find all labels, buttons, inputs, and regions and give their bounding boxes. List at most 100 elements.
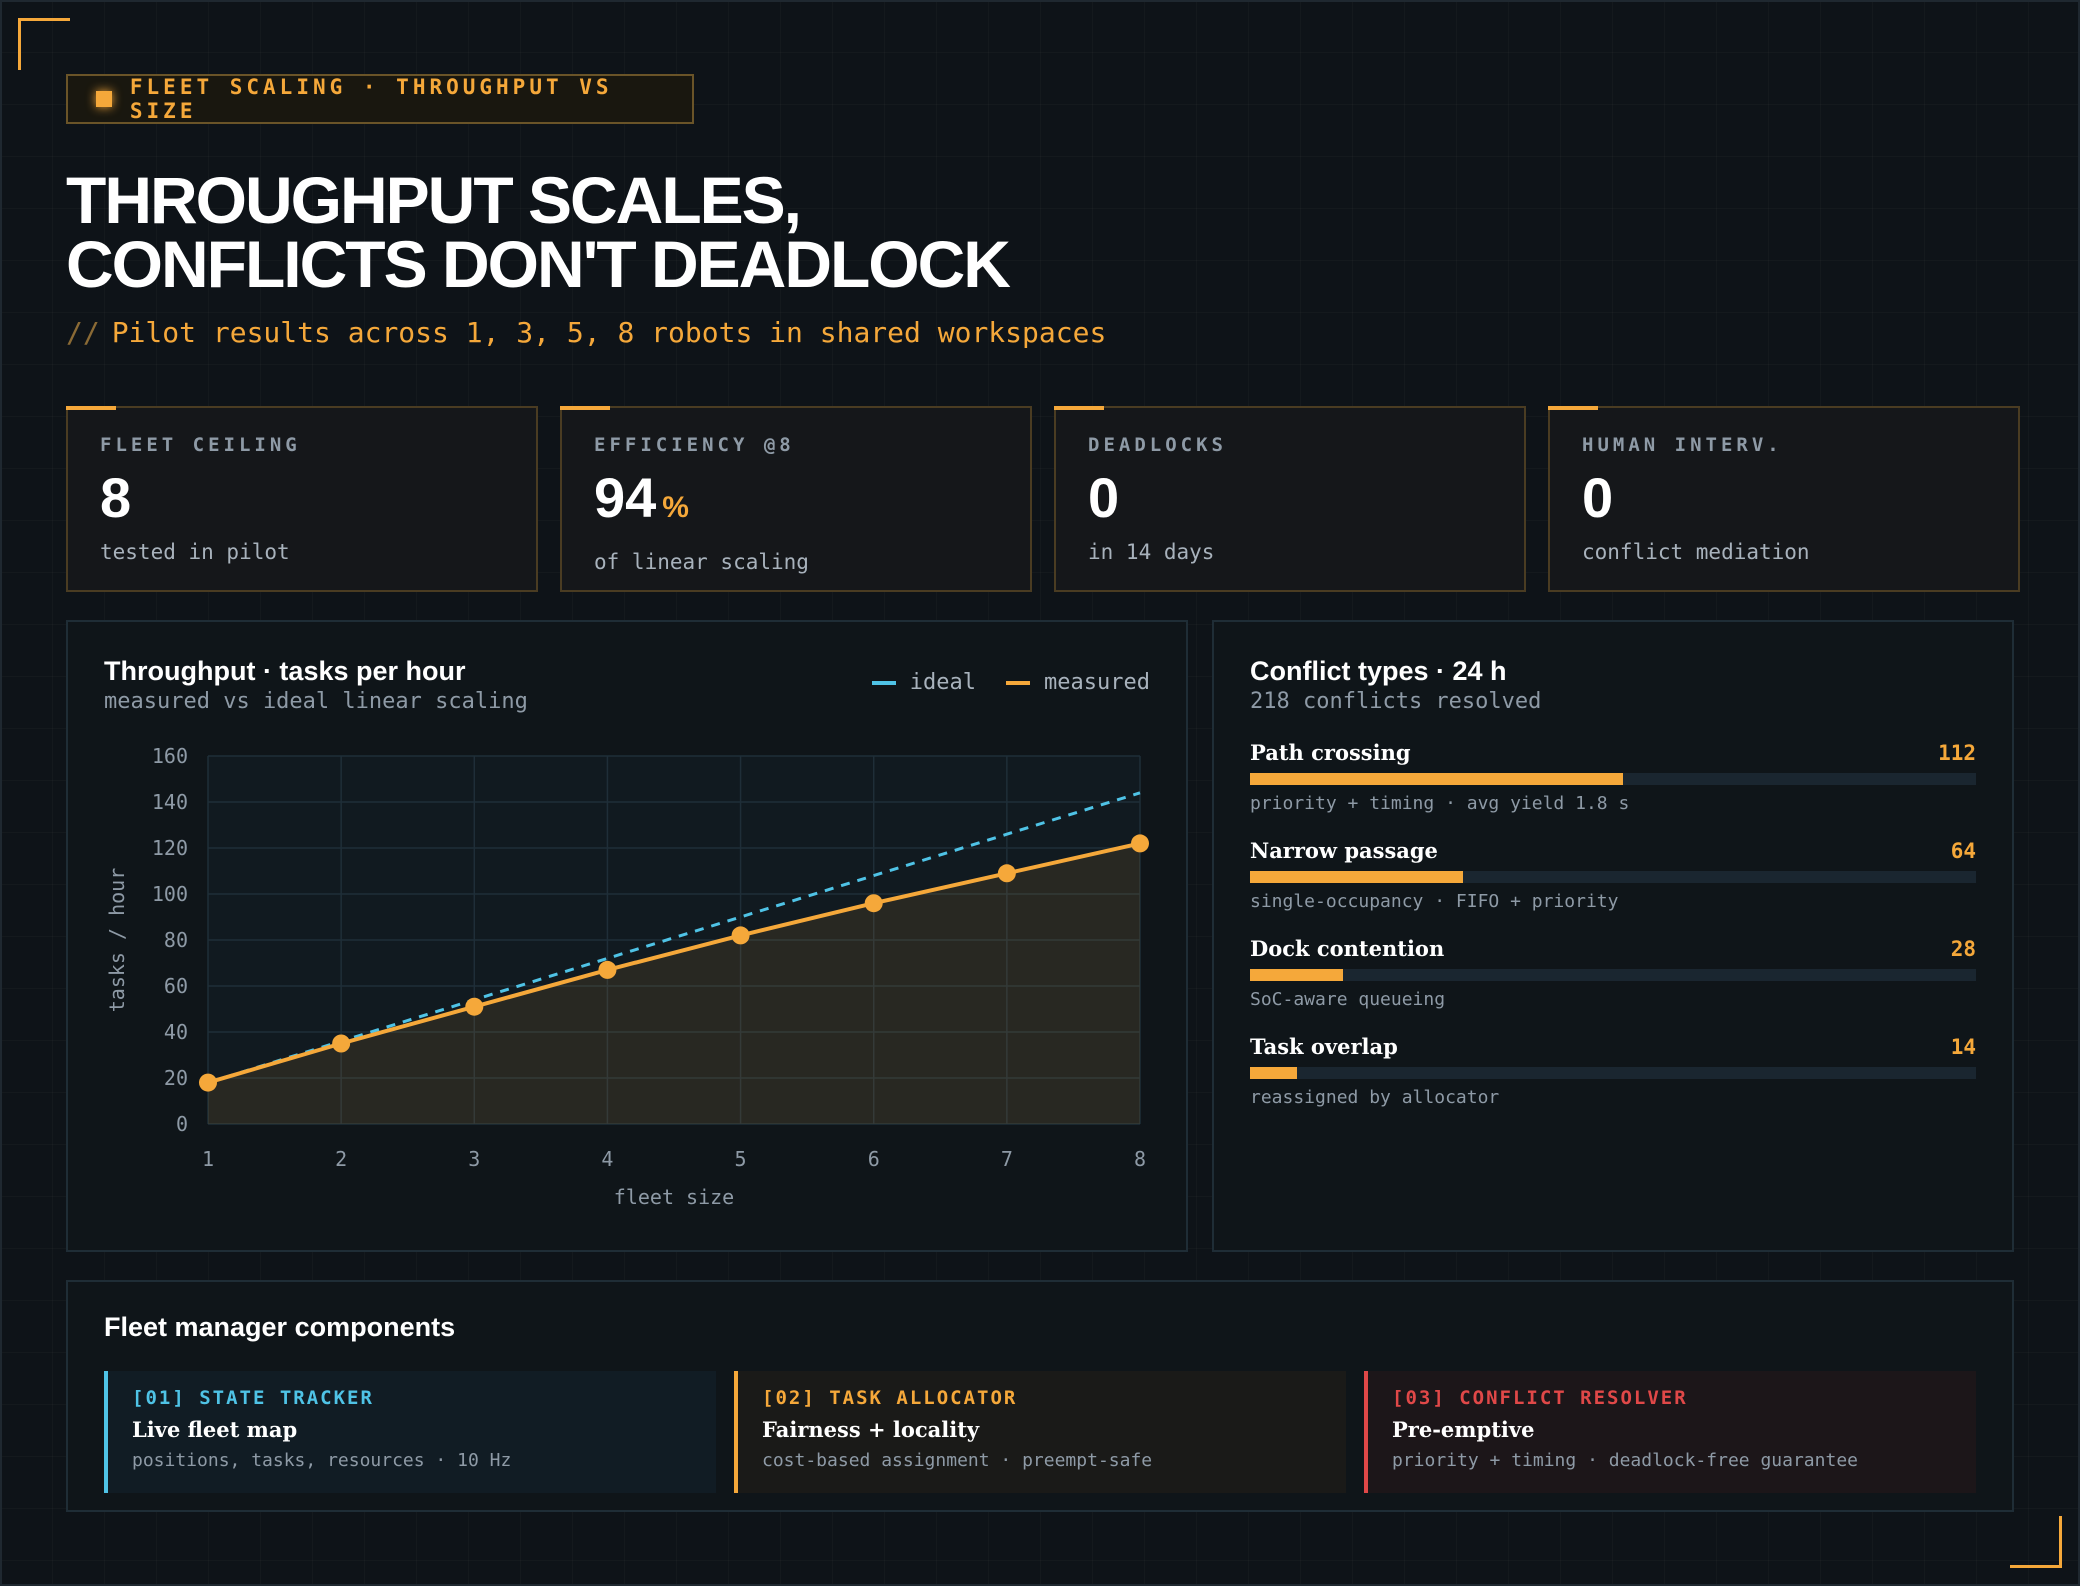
y-tick-label: 80 xyxy=(164,928,188,952)
conflict-name: Narrow passage xyxy=(1250,838,1438,863)
legend-swatch-ideal xyxy=(871,680,896,685)
conflict-bar-fill xyxy=(1250,871,1464,883)
conflict-list: Path crossing 112 priority + timing · av… xyxy=(1250,740,1976,1108)
component-description: cost-based assignment · preempt-safe xyxy=(762,1450,1153,1471)
square-bullet-icon xyxy=(96,91,112,107)
conflict-item-dock-contention: Dock contention 28 SoC-aware queueing xyxy=(1250,936,1976,1010)
conflict-row: Task overlap 14 xyxy=(1250,1034,1976,1059)
conflict-bar-track xyxy=(1250,969,1976,981)
x-tick-label: 3 xyxy=(468,1147,480,1171)
component-list: [01] STATE TRACKER Live fleet map positi… xyxy=(104,1371,1976,1493)
component-description: positions, tasks, resources · 10 Hz xyxy=(132,1450,512,1471)
x-tick-label: 6 xyxy=(868,1147,880,1171)
component-card-conflict-resolver: [03] CONFLICT RESOLVER Pre-emptive prior… xyxy=(1364,1371,1976,1493)
conflict-row: Narrow passage 64 xyxy=(1250,838,1976,863)
conflict-item-narrow-passage: Narrow passage 64 single-occupancy · FIF… xyxy=(1250,838,1976,912)
throughput-chart-panel: 0 20 40 60 80 100 120 140 160 1 2 3 4 5 6 7 8 fleet size t… xyxy=(66,620,1188,1252)
measured-area-fill xyxy=(208,843,1140,1124)
kpi-label: EFFICIENCY @8 xyxy=(594,434,795,456)
component-card-task-allocator: [02] TASK ALLOCATOR Fairness + locality … xyxy=(734,1371,1346,1493)
conflict-row: Dock contention 28 xyxy=(1250,936,1976,961)
component-card-state-tracker: [01] STATE TRACKER Live fleet map positi… xyxy=(104,1371,716,1493)
data-point-measured xyxy=(731,926,750,945)
conflict-count: 14 xyxy=(1950,1035,1976,1059)
legend-label-measured: measured xyxy=(1044,670,1150,695)
conflict-name: Task overlap xyxy=(1250,1034,1398,1059)
conflict-bar-track xyxy=(1250,1067,1976,1079)
data-point-measured xyxy=(864,894,883,913)
conflict-panel-subtitle: 218 conflicts resolved xyxy=(1250,689,1542,714)
kpi-card-fleet-ceiling: FLEET CEILING 8 tested in pilot xyxy=(66,406,538,592)
y-tick-label: 60 xyxy=(164,974,188,998)
kpi-value: 0 xyxy=(1582,468,1986,528)
y-tick-label: 140 xyxy=(152,790,188,814)
kpi-card-deadlocks: DEADLOCKS 0 in 14 days xyxy=(1054,406,1526,592)
x-axis-label: fleet size xyxy=(614,1185,734,1209)
component-tag: [02] TASK ALLOCATOR xyxy=(762,1387,1018,1409)
chart-subtitle: measured vs ideal linear scaling xyxy=(104,689,528,714)
kpi-number: 0 xyxy=(1088,466,1120,529)
kpi-number: 8 xyxy=(100,466,132,529)
kpi-caption: tested in pilot xyxy=(100,540,290,564)
kpi-caption: conflict mediation xyxy=(1582,540,1810,564)
component-name: Live fleet map xyxy=(132,1417,298,1442)
conflict-count: 112 xyxy=(1938,741,1976,765)
conflict-count: 64 xyxy=(1950,839,1976,863)
conflict-bar-track xyxy=(1250,871,1976,883)
y-tick-label: 120 xyxy=(152,836,188,860)
conflict-types-panel: Conflict types · 24 h 218 conflicts reso… xyxy=(1212,620,2014,1252)
x-tick-label: 1 xyxy=(202,1147,214,1171)
conflict-panel-title: Conflict types · 24 h xyxy=(1250,656,1507,686)
chart-header: Throughput · tasks per hour measured vs … xyxy=(104,656,1150,714)
conflict-note: reassigned by allocator xyxy=(1250,1087,1500,1108)
conflict-row: Path crossing 112 xyxy=(1250,740,1976,765)
chart-legend: ideal measured xyxy=(871,670,1150,695)
components-panel: Fleet manager components [01] STATE TRAC… xyxy=(66,1280,2014,1512)
component-description: priority + timing · deadlock-free guaran… xyxy=(1392,1450,1858,1471)
component-tag: [03] CONFLICT RESOLVER xyxy=(1392,1387,1688,1409)
throughput-chart: 0 20 40 60 80 100 120 140 160 1 2 3 4 5 6 7 8 fleet size t… xyxy=(105,744,1149,1209)
kpi-label: HUMAN INTERV. xyxy=(1582,434,1783,456)
kpi-number: 0 xyxy=(1582,466,1614,529)
kpi-value: 0 xyxy=(1088,468,1492,528)
kpi-label: FLEET CEILING xyxy=(100,434,301,456)
conflict-bar-fill xyxy=(1250,969,1344,981)
conflict-bar-fill xyxy=(1250,773,1623,785)
data-point-measured xyxy=(1131,834,1149,853)
page-title-line-1: THROUGHPUT SCALES, xyxy=(66,163,802,237)
series-line-measured xyxy=(207,841,1141,1085)
legend-item-measured: measured xyxy=(1006,670,1150,695)
conflict-item-task-overlap: Task overlap 14 reassigned by allocator xyxy=(1250,1034,1976,1108)
corner-decoration-top-left xyxy=(18,18,70,70)
kpi-caption: in 14 days xyxy=(1088,540,1215,564)
page-subtitle: // Pilot results across 1, 3, 5, 8 robots… xyxy=(66,316,1106,349)
y-tick-label: 20 xyxy=(164,1066,188,1090)
data-point-measured xyxy=(465,997,484,1016)
header-tag-label: FLEET SCALING · THROUGHPUT VS SIZE xyxy=(129,75,613,123)
conflict-note: SoC-aware queueing xyxy=(1250,989,1446,1010)
x-tick-label: 8 xyxy=(1134,1147,1146,1171)
y-tick-label: 40 xyxy=(164,1020,188,1044)
page-subtitle-text: Pilot results across 1, 3, 5, 8 robots i… xyxy=(111,316,1107,349)
legend-swatch-measured xyxy=(1006,680,1031,685)
x-tick-label: 7 xyxy=(1001,1147,1013,1171)
kpi-value: 8 xyxy=(100,468,504,528)
x-tick-label: 5 xyxy=(735,1147,747,1171)
data-point-measured xyxy=(332,1034,351,1053)
component-name: Fairness + locality xyxy=(762,1417,980,1442)
conflict-name: Path crossing xyxy=(1250,740,1411,765)
data-point-measured xyxy=(997,864,1016,883)
components-title: Fleet manager components xyxy=(104,1312,456,1342)
comment-prefix: // xyxy=(66,316,100,349)
header-tag: FLEET SCALING · THROUGHPUT VS SIZE xyxy=(66,74,694,124)
kpi-value: 94% xyxy=(594,468,998,538)
corner-decoration-bottom-right xyxy=(2010,1516,2062,1568)
page-title: THROUGHPUT SCALES, CONFLICTS DON'T DEADL… xyxy=(66,163,1011,297)
x-tick-label: 4 xyxy=(601,1147,613,1171)
conflict-bar-track xyxy=(1250,773,1976,785)
legend-item-ideal: ideal xyxy=(871,670,976,695)
component-name: Pre-emptive xyxy=(1392,1417,1535,1442)
conflict-item-path-crossing: Path crossing 112 priority + timing · av… xyxy=(1250,740,1976,814)
kpi-label: DEADLOCKS xyxy=(1088,434,1227,456)
conflict-note: priority + timing · avg yield 1.8 s xyxy=(1250,793,1630,814)
